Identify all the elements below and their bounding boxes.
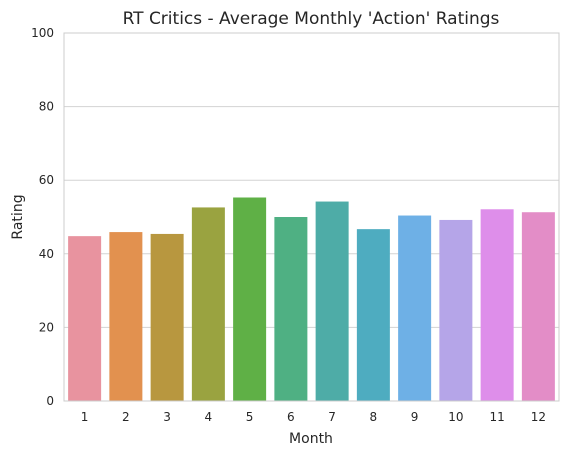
x-tick-label: 9	[411, 410, 419, 424]
x-tick-label: 4	[205, 410, 213, 424]
bars	[68, 197, 555, 401]
x-tick-label: 6	[287, 410, 295, 424]
x-tick-label: 10	[448, 410, 463, 424]
x-tick-label: 3	[163, 410, 171, 424]
plot-frame	[63, 32, 560, 402]
bar-month-4	[191, 207, 225, 401]
y-tick-labels: 0 20 40 60 80 100	[31, 26, 54, 408]
bar-month-7	[315, 201, 349, 401]
x-axis-label: Month	[289, 431, 333, 447]
x-tick-label: 2	[122, 410, 130, 424]
x-tick-label: 1	[81, 410, 89, 424]
x-tick-label: 5	[246, 410, 254, 424]
bar-month-1	[68, 236, 102, 401]
bar-month-5	[233, 197, 267, 401]
y-tick-label: 100	[31, 26, 54, 40]
y-tick-label: 40	[39, 247, 54, 261]
bar-month-11	[480, 209, 514, 401]
x-tick-label: 11	[489, 410, 504, 424]
y-tick-label: 0	[46, 394, 54, 408]
chart-title: RT Critics - Average Monthly 'Action' Ra…	[123, 9, 500, 29]
bar-month-8	[356, 229, 390, 401]
bar-month-3	[150, 233, 184, 401]
x-tick-labels: 1 2 3 4 5 6 7 8 9 10 11 12	[81, 410, 546, 424]
x-tick-label: 8	[370, 410, 378, 424]
x-tick-label: 12	[531, 410, 546, 424]
y-tick-label: 80	[39, 100, 54, 114]
bar-month-9	[398, 215, 432, 401]
y-axis-label: Rating	[10, 194, 26, 239]
bar-month-2	[109, 232, 143, 401]
bar-month-6	[274, 217, 308, 401]
x-tick-label: 7	[328, 410, 336, 424]
bar-month-12	[521, 212, 555, 401]
bar-month-10	[439, 219, 473, 401]
y-tick-label: 60	[39, 173, 54, 187]
y-tick-label: 20	[39, 320, 54, 334]
